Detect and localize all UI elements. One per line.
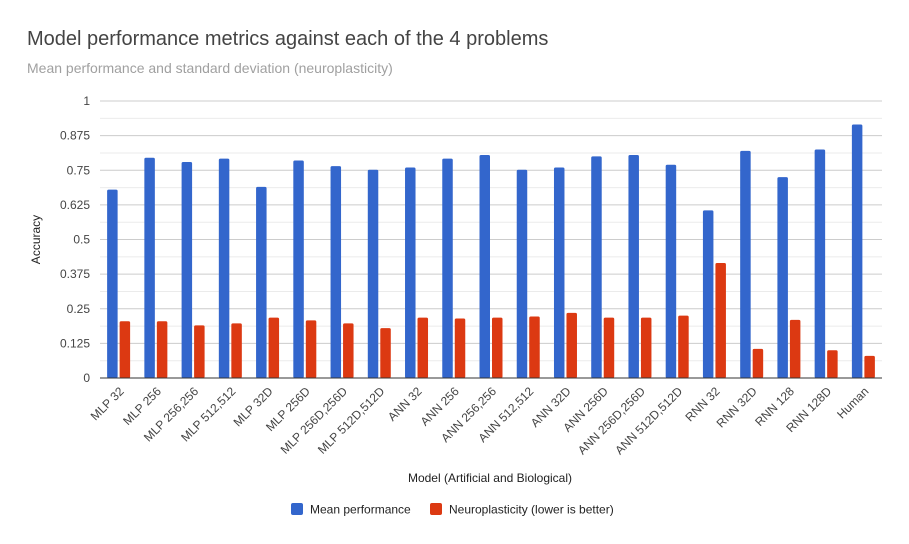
x-tick-label: Human [834,384,871,421]
bar-neuroplasticity [231,323,242,378]
x-tick-label: ANN 256D,256D [575,384,648,457]
bar-mean-performance [107,189,118,378]
chart-subtitle: Mean performance and standard deviation … [27,60,393,76]
bar-neuroplasticity [305,320,317,378]
bar-mean-performance [367,169,379,378]
bar-neuroplasticity [529,316,540,378]
bar-mean-performance [665,164,677,378]
bar-mean-performance [218,158,230,378]
y-axis-title: Accuracy [29,215,43,264]
legend: Mean performance Neuroplasticity (lower i… [291,503,614,517]
y-tick-label: 0.5 [73,233,90,247]
bar-mean-performance [293,160,304,378]
bar-neuroplasticity [715,263,726,378]
bar-mean-performance [553,167,565,378]
y-tick-label: 0.875 [60,129,90,143]
bar-neuroplasticity [789,319,801,378]
bar-mean-performance [851,124,863,378]
y-tick-label: 0.75 [67,163,91,177]
bar-mean-performance [516,169,528,378]
y-axis-ticks: 0 0.125 0.25 0.375 0.5 0.625 0.75 0.875 1 [60,94,90,385]
bar-neuroplasticity [268,317,280,378]
bar-mean-performance [591,156,602,378]
gridlines [100,100,882,362]
bar-neuroplasticity [640,317,652,378]
bar-mean-performance [405,167,416,378]
bar-mean-performance [814,149,826,378]
bar-mean-performance [256,186,267,378]
x-tick-label: MLP 256D,256D [278,384,351,457]
x-tick-label: ANN 512D,512D [612,384,685,457]
bars [107,124,875,378]
bar-neuroplasticity [678,315,689,378]
bar-neuroplasticity [566,312,577,378]
bar-mean-performance [181,161,193,378]
bar-neuroplasticity [417,317,429,378]
y-tick-label: 0.125 [60,336,90,350]
bar-mean-performance [777,177,788,378]
bar-neuroplasticity [156,321,168,378]
bar-neuroplasticity [454,318,466,378]
bar-neuroplasticity [827,350,838,378]
bar-mean-performance [628,155,639,378]
bar-mean-performance [702,210,714,378]
y-tick-label: 0.625 [60,198,90,212]
bar-neuroplasticity [343,323,354,378]
bar-neuroplasticity [603,317,615,378]
legend-swatch [291,503,303,515]
x-tick-label: RNN 32D [714,384,760,430]
bar-neuroplasticity [752,348,764,378]
bar-mean-performance [144,157,155,378]
bar-neuroplasticity [380,328,391,378]
legend-swatch [430,503,442,515]
bar-neuroplasticity [864,355,875,378]
y-tick-label: 0.25 [67,302,91,316]
x-axis-title: Model (Artificial and Biological) [408,471,572,485]
legend-label: Mean performance [310,503,411,517]
bar-neuroplasticity [194,325,205,378]
y-tick-label: 0.375 [60,267,90,281]
y-tick-label: 1 [83,94,90,108]
bar-mean-performance [330,166,342,378]
y-tick-label: 0 [83,371,90,385]
bar-mean-performance [740,150,751,378]
bar-mean-performance [479,155,490,378]
bar-neuroplasticity [119,321,131,378]
bar-neuroplasticity [492,317,503,378]
x-tick-label: MLP 512D,512D [315,384,388,457]
chart-title: Model performance metrics against each o… [27,28,549,50]
legend-label: Neuroplasticity (lower is better) [449,503,614,517]
bar-mean-performance [442,158,453,378]
